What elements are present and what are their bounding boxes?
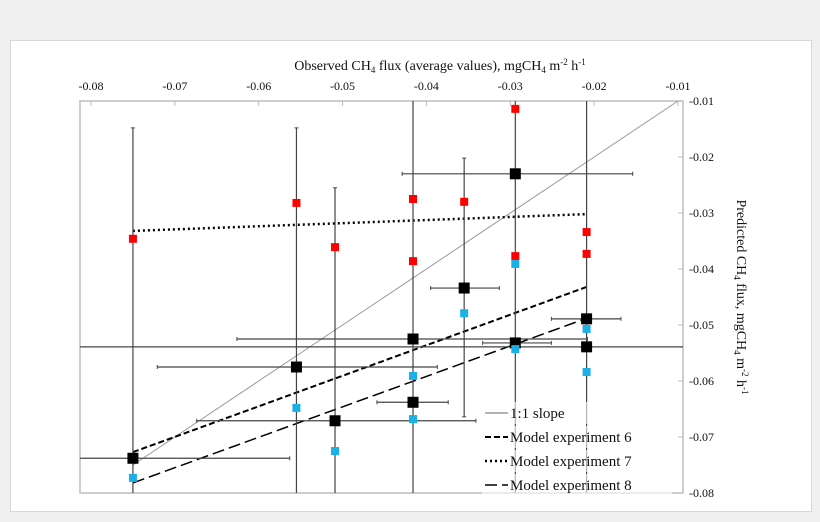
data-point-black [127, 452, 139, 464]
data-point-blue [511, 345, 520, 354]
data-point-black [458, 282, 470, 294]
legend-label: Model experiment 6 [510, 430, 632, 446]
y-tick-label: -0.06 [689, 374, 714, 388]
y-tick-label: -0.02 [689, 150, 714, 164]
data-point-black [290, 361, 302, 373]
series-line-model-experiment-7 [132, 212, 587, 233]
x-tick-label: -0.01 [666, 79, 691, 93]
x-tick-label: -0.02 [582, 79, 607, 93]
data-point-black [509, 337, 521, 349]
data-point-black [407, 333, 419, 345]
legend-label: Model experiment 7 [510, 454, 632, 470]
data-point-red [331, 243, 340, 252]
data-point-blue [582, 368, 591, 377]
x-tick-label: -0.04 [414, 79, 439, 93]
data-point-red [409, 257, 418, 266]
x-tick-label: -0.05 [330, 79, 355, 93]
legend-bg [482, 450, 672, 472]
data-point-blue [128, 473, 137, 482]
x-axis-title: Observed CH4 flux (average values), mgCH… [294, 57, 586, 75]
data-point-black [581, 341, 593, 353]
legend-label: 1:1 slope [510, 406, 565, 422]
x-tick-label: -0.07 [162, 79, 187, 93]
legend-bg [482, 474, 672, 496]
data-point-black [407, 396, 419, 408]
y-tick-label: -0.07 [689, 430, 714, 444]
data-point-black [581, 313, 593, 325]
y-tick-label: -0.04 [689, 262, 714, 276]
data-point-red [128, 234, 137, 243]
data-point-blue [582, 324, 591, 333]
data-point-red [292, 198, 301, 207]
data-point-red [409, 195, 418, 203]
data-point-blue [292, 403, 301, 412]
x-tick-label: -0.08 [79, 79, 104, 93]
x-tick-label: -0.03 [498, 79, 523, 93]
data-point-red [511, 104, 520, 113]
data-point-black [509, 168, 521, 180]
legend-bg [482, 426, 672, 448]
legend: 1:1 slope Model experiment 6 Model experim… [482, 402, 672, 496]
y-tick-label: -0.08 [689, 486, 714, 500]
data-point-blue [409, 415, 418, 424]
legend-bg [482, 402, 672, 424]
y-tick-label: -0.01 [689, 94, 714, 108]
data-point-red [582, 228, 591, 237]
data-point-blue [331, 447, 340, 455]
y-axis-title: Predicted CH4 flux, mgCH4 m-2 h-1 [732, 199, 750, 394]
data-point-blue [460, 309, 469, 318]
legend-label: Model experiment 8 [510, 478, 632, 494]
data-point-red [582, 249, 591, 258]
y-tick-label: -0.03 [689, 206, 714, 220]
data-point-blue [511, 259, 520, 268]
y-tick-label: -0.05 [689, 318, 714, 332]
chart-panel [10, 40, 812, 512]
plot-area [79, 100, 684, 494]
data-point-red [511, 252, 520, 261]
data-point-blue [409, 371, 418, 380]
data-point-black [329, 415, 341, 427]
x-tick-label: -0.06 [246, 79, 271, 93]
data-point-red [460, 197, 469, 206]
